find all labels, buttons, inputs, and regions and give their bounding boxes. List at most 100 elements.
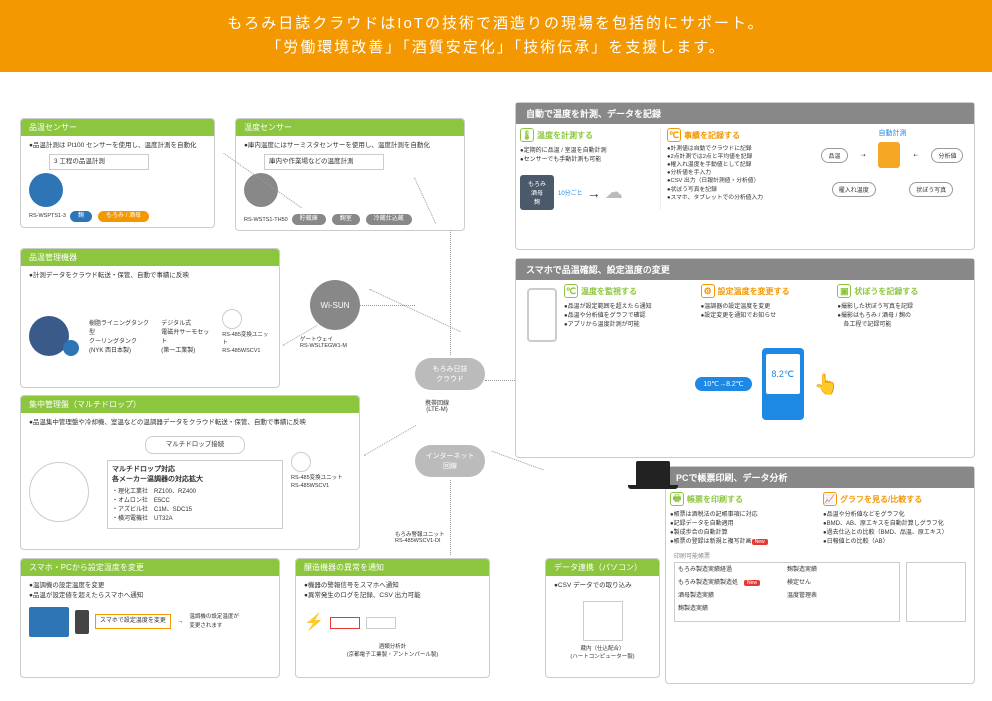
mgmt-item2: デジタル式 電磁弁サーモセット (第一工業製) <box>161 320 212 356</box>
auto-title: 自動で温度を計測、データを記録 <box>516 103 974 124</box>
smart-c2t: 設定温度を変更する <box>718 286 790 297</box>
datalink-b1: ●CSV データでの取り込み <box>554 581 651 591</box>
lightning-icon: ⚡ <box>304 611 324 635</box>
wisun-node: Wi-SUN <box>310 280 360 330</box>
mgmt-unit-icon <box>222 309 242 329</box>
mgmt-item1: 樹脂ライニングタンク型 クーリングタンク (NYK 西日本製) <box>89 320 151 356</box>
smart-c3t: 状ぼうを記録する <box>854 286 918 297</box>
sensor2-desc: ●庫内温度にはサーミスタセンサーを使用し、温度計測を自動化 <box>244 141 456 151</box>
auto-c2title: 事績を記録する <box>684 130 740 141</box>
print-icon: 🖶 <box>670 492 684 506</box>
mgmt-box: 品温管理機器 ●計測データをクラウド転送・保管、自動で事績に反映 樹脂ライニング… <box>20 248 280 388</box>
auto-c1b2: ●センサーでも手動計測も可能 <box>520 154 660 163</box>
pc-c1t: 帳票を印刷する <box>687 494 743 505</box>
auto-box: 自動で温度を計測、データを記録 🌡温度を計測する ●定期的に品温 / 室温を自動… <box>515 102 975 250</box>
camera-icon: ▣ <box>837 284 851 298</box>
pc-printtitle: 印刷可能帳票 <box>666 549 974 562</box>
alert-item: 酒類分析計 (京都電子工業製・アントンパール製) <box>304 643 481 660</box>
mgmt-model: RS-485変換ユニット RS-485WSCV1 <box>222 331 271 356</box>
auto-l3: 状ぼう写真 <box>909 182 953 197</box>
sensor1-model: RS-WSPTS1-3 <box>29 212 66 220</box>
smartpc-b2: ●品温が設定値を超えたらスマホへ通知 <box>29 591 271 601</box>
graph-icon: 📈 <box>823 492 837 506</box>
multi-model: RS-485変換ユニット RS-485WSCV1 <box>291 474 351 491</box>
auto-boxlabel: もろみ 酒母 麹 <box>520 175 554 210</box>
sensor2-sub: 庫内や作業場などの温度計測 <box>264 154 384 170</box>
db-icon <box>878 142 900 168</box>
lte-label: 携帯回線 (LTE-M) <box>425 398 449 413</box>
sensor1-tag1: 麹 <box>70 211 92 222</box>
sensor2-tag3: 冷蔵仕込蔵 <box>366 214 412 225</box>
datalink-icon <box>583 601 623 641</box>
datalink-item: 蔵内（仕込配合） (ハートコンピューター製) <box>554 645 651 662</box>
header-line2: 「労働環境改善」「酒質安定化」「技術伝承」を支援します。 <box>0 36 992 60</box>
sensor1-icon <box>29 173 63 207</box>
auto-c1title: 温度を計測する <box>537 130 593 141</box>
multi-title: 集中管理盤（マルチドロップ） <box>21 396 359 413</box>
sensor1-desc: ●品温計測は Pt100 センサーを使用し、温度計測を自動化 <box>29 141 206 151</box>
datalink-title: データ連携（パソコン） <box>546 559 659 576</box>
auto-autolabel: 自動計測 <box>815 128 970 138</box>
alert-title: 醸造機器の異常を通知 <box>296 559 489 576</box>
smartpc-note2: 温調機の設定温度が 変更されます <box>189 613 239 630</box>
header-line1: もろみ日誌クラウドはIoTの技術で酒造りの現場を包括的にサポート。 <box>0 12 992 36</box>
auto-interval: 10分ごと <box>558 188 583 197</box>
sensor1-box: 品温センサー ●品温計測は Pt100 センサーを使用し、温度計測を自動化 3 … <box>20 118 215 228</box>
cloud-node: もろみ日誌 クラウド <box>415 358 485 390</box>
record-icon: ℃ <box>667 128 681 142</box>
multi-box: 集中管理盤（マルチドロップ） ●品温集中管理盤や冷却機、室温などの温調器データを… <box>20 395 360 550</box>
sensor2-tag1: 貯蔵庫 <box>292 214 326 225</box>
thermo-icon: 🌡 <box>520 128 534 142</box>
smart-title: スマホで品温確認、設定温度の変更 <box>516 259 974 280</box>
smartpc-box: スマホ・PCから設定温度を変更 ●温調機の設定温度を変更 ●品温が設定値を超えた… <box>20 558 280 678</box>
datalink-box: データ連携（パソコン） ●CSV データでの取り込み 蔵内（仕込配合） (ハート… <box>545 558 660 678</box>
monitor-label: もろみ警報ユニット RS-485WSCV1-DI <box>395 530 445 544</box>
gateway-label: ゲートウェイ RS-WSLTEGW1-M <box>300 335 347 349</box>
pc-title: PCで帳票印刷、データ分析 <box>666 467 974 488</box>
cloud-icon: ☁ <box>605 182 623 203</box>
smart-temp: 8.2℃ <box>766 354 800 394</box>
multi-sub2title: マルチドロップ対応 各メーカー温調器の対応拡大 <box>112 465 278 486</box>
alert-box: 醸造機器の異常を通知 ●機器の警報信号をスマホへ通知 ●異常発生のログを記録、C… <box>295 558 490 678</box>
smartpc-note: スマホで設定温度を変更 <box>95 614 171 629</box>
auto-l1: 分析値 <box>931 148 963 163</box>
alert-b2: ●異常発生のログを記録、CSV 出力可能 <box>304 591 481 601</box>
auto-l2: 櫂入れ温度 <box>832 182 876 197</box>
pc-c2t: グラフを見る/比較する <box>840 494 922 505</box>
sensor2-model: RS-WSTS1-TH50 <box>244 216 288 224</box>
smart-box: スマホで品温確認、設定温度の変更 ℃温度を監視する ●品温が設定範囲を超えたら通… <box>515 258 975 458</box>
phone-display: 8.2℃ <box>762 348 804 420</box>
multi-makers: ・理化工業社 RZ100、RZ400 ・オムロン社 E5CC ・アズビル社 C1… <box>112 488 278 524</box>
mgmt-title: 品温管理機器 <box>21 249 279 266</box>
gear-icon: ⚙ <box>701 284 715 298</box>
main-header: もろみ日誌クラウドはIoTの技術で酒造りの現場を包括的にサポート。 「労働環境改… <box>0 0 992 72</box>
alert-b1: ●機器の警報信号をスマホへ通知 <box>304 581 481 591</box>
sensor2-icon <box>244 173 278 207</box>
sensor1-sub: 3 工程の品温計測 <box>49 154 149 170</box>
auto-c1b1: ●定期的に品温 / 室温を自動計測 <box>520 145 660 154</box>
multi-sub1: マルチドロップ接続 <box>145 436 245 454</box>
report-preview <box>906 562 966 622</box>
laptop-big-icon <box>636 461 670 485</box>
laptop-icon <box>29 607 69 637</box>
auto-l0: 品温 <box>821 148 847 163</box>
smart-change: 10℃→8.2℃ <box>695 377 751 391</box>
multi-icon <box>29 462 89 522</box>
sensor1-tag2: もろみ / 酒母 <box>98 211 149 222</box>
phone-icon <box>75 610 89 634</box>
pc-box: PCで帳票印刷、データ分析 🖶帳票を印刷する ●帳票は酒税法の記帳事項に対応●記… <box>665 466 975 684</box>
monitor-temp-icon: ℃ <box>564 284 578 298</box>
sensor2-title: 温度センサー <box>236 119 464 136</box>
mgmt-desc: ●計測データをクラウド転送・保管、自動で事績に反映 <box>29 271 271 281</box>
multi-unit-icon <box>291 452 311 472</box>
hand-icon: 👆 <box>814 372 839 397</box>
sensor2-tag2: 麹室 <box>332 214 360 225</box>
sensor1-title: 品温センサー <box>21 119 214 136</box>
mgmt-icon1b <box>63 340 79 356</box>
internet-node: インターネット 回線 <box>415 445 485 477</box>
smartpc-title: スマホ・PCから設定温度を変更 <box>21 559 279 576</box>
phone-outline-icon <box>527 288 557 342</box>
smartpc-b1: ●温調機の設定温度を変更 <box>29 581 271 591</box>
smart-c1t: 温度を監視する <box>581 286 637 297</box>
multi-desc: ●品温集中管理盤や冷却機、室温などの温調器データをクラウド転送・保管、自動で事績… <box>29 418 351 428</box>
